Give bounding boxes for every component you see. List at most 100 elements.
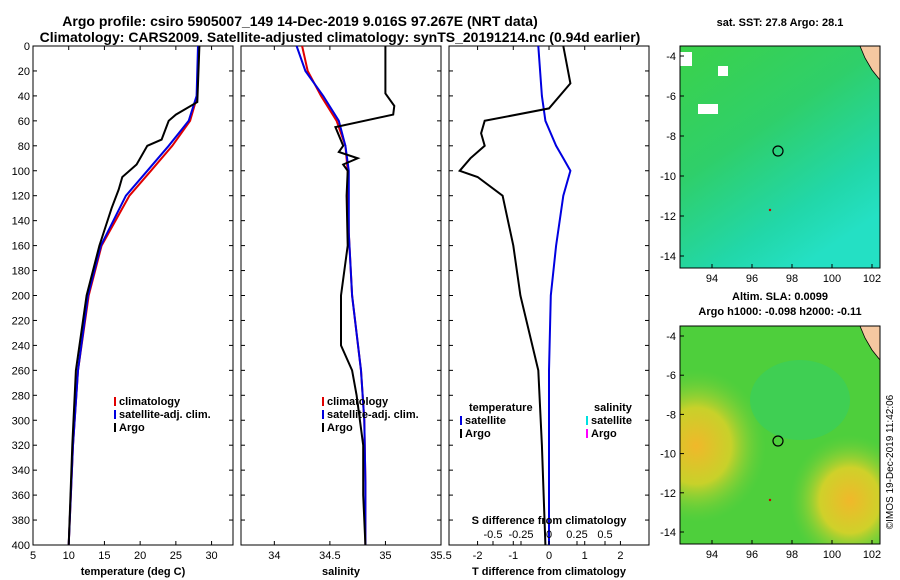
x-tick-label: 0 [546, 550, 552, 562]
x-axis-label: T difference from climatology [472, 566, 627, 578]
legend-entry: Argo [465, 428, 491, 440]
map-x-tick-label: 98 [786, 549, 798, 561]
legend-entry: Argo [327, 422, 353, 434]
legend-title: salinity [594, 402, 633, 414]
no-data-patch [718, 66, 728, 76]
map-x-tick-label: 100 [823, 549, 841, 561]
map-y-tick-label: -10 [660, 171, 676, 183]
map-x-tick-label: 98 [786, 273, 798, 285]
map-y-tick-label: -10 [660, 449, 676, 461]
series-line-satellite-adj-clim- [67, 45, 199, 546]
sla-map: Altim. SLA: 0.0099 Argo h1000: -0.098 h2… [660, 291, 881, 561]
legend-entry: satellite-adj. clim. [119, 409, 211, 421]
map-y-tick-label: -4 [666, 331, 676, 343]
difference-panel: -2 -1 0 1 2 T difference from climatology temp… [448, 45, 650, 578]
y-tick-label: 320 [12, 440, 30, 452]
credit: ©IMOS 19-Dec-2019 11:42:06 [885, 394, 896, 529]
map-x-tick-label: 96 [746, 549, 758, 561]
x-tick-label: 2 [617, 550, 623, 562]
y-tick-label: 260 [12, 365, 30, 377]
no-data-patch [698, 104, 718, 114]
argo-position-marker [772, 435, 784, 447]
sst-map: sat. SST: 27.8 Argo: 28.1 [660, 17, 881, 285]
s-axis-label: S difference from climatology [472, 515, 628, 527]
map-y-tick-label: -14 [660, 527, 676, 539]
salinity-panel: 34 34.5 35 35.5 salinity climatologysatellite… [240, 45, 452, 578]
sla-map-frame [679, 325, 881, 545]
y-tick-label: 120 [12, 191, 30, 203]
y-tick-label: 160 [12, 241, 30, 253]
legend-entry: satellite [591, 415, 632, 427]
y-tick-label: 400 [12, 540, 30, 552]
temperature-panel: 0 20 40 60 80 100 120 140 160 180 200 220 240 260 280 3… [12, 41, 234, 578]
x-tick-label: 20 [134, 550, 146, 562]
sla-map-title1: Altim. SLA: 0.0099 [732, 291, 828, 303]
legend-entry: climatology [327, 396, 389, 408]
x-tick-label: 25 [170, 550, 182, 562]
legend-entry: Argo [591, 428, 617, 440]
y-tick-label: 300 [12, 415, 30, 427]
x-tick-label: 35 [379, 550, 391, 562]
s-tick-label: -0.5 [484, 529, 503, 541]
x-tick-label: 30 [205, 550, 217, 562]
map-y-tick-label: -8 [666, 409, 676, 421]
series-line-argo [334, 46, 396, 546]
plot-frame [32, 45, 234, 546]
s-tick-label: 0 [546, 529, 552, 541]
map-x-tick-label: 102 [863, 549, 881, 561]
sst-field [680, 46, 880, 268]
x-tick-label: 34 [268, 550, 280, 562]
map-x-tick-label: 94 [706, 273, 718, 285]
y-tick-label: 280 [12, 390, 30, 402]
y-tick-label: 60 [18, 116, 30, 128]
x-tick-label: -2 [473, 550, 483, 562]
y-tick-label: 140 [12, 216, 30, 228]
y-tick-label: 200 [12, 291, 30, 303]
map-y-tick-label: -4 [666, 51, 676, 63]
x-tick-label: -1 [508, 550, 518, 562]
y-tick-label: 180 [12, 266, 30, 278]
map-x-tick-label: 96 [746, 273, 758, 285]
x-tick-label: 34.5 [319, 550, 340, 562]
legend-entry: climatology [119, 396, 181, 408]
x-tick-label: 35.5 [430, 550, 451, 562]
map-y-tick-label: -12 [660, 211, 676, 223]
map-x-tick-label: 94 [706, 549, 718, 561]
legend-title: temperature [469, 402, 533, 414]
map-y-tick-label: -6 [666, 370, 676, 382]
series-line-t-argo [457, 45, 572, 546]
figure-title-line2: Climatology: CARS2009. Satellite-adjuste… [40, 29, 641, 45]
sst-map-frame [679, 45, 881, 269]
sla-map-title2: Argo h1000: -0.098 h2000: -0.11 [698, 306, 861, 318]
y-tick-label: 240 [12, 340, 30, 352]
legend-entry: satellite [465, 415, 506, 427]
s-tick-label: -0.25 [508, 529, 533, 541]
x-tick-label: 5 [30, 550, 36, 562]
y-tick-label: 100 [12, 166, 30, 178]
no-data-patch [680, 52, 692, 66]
x-axis-label: temperature (deg C) [81, 566, 186, 578]
y-tick-label: 380 [12, 515, 30, 527]
y-tick-label: 220 [12, 315, 30, 327]
x-tick-label: 10 [63, 550, 75, 562]
map-y-tick-label: -6 [666, 91, 676, 103]
series-line-satellite-adj-clim- [295, 45, 367, 545]
figure-title-line1: Argo profile: csiro 5905007_149 14-Dec-2… [62, 13, 537, 29]
y-tick-label: 80 [18, 141, 30, 153]
s-tick-label: 0.5 [597, 529, 612, 541]
island-dot [768, 208, 772, 212]
sst-map-title: sat. SST: 27.8 Argo: 28.1 [717, 17, 844, 29]
map-y-tick-label: -8 [666, 131, 676, 143]
y-tick-label: 360 [12, 490, 30, 502]
legend-entry: satellite-adj. clim. [327, 409, 419, 421]
map-y-tick-label: -12 [660, 488, 676, 500]
legend-entry: Argo [119, 422, 145, 434]
argo-position-marker [772, 145, 784, 157]
y-tick-label: 340 [12, 465, 30, 477]
series-line-t-satellite [537, 45, 572, 545]
map-x-tick-label: 100 [823, 273, 841, 285]
map-x-tick-label: 102 [863, 273, 881, 285]
island-dot [768, 498, 772, 502]
y-tick-label: 40 [18, 91, 30, 103]
